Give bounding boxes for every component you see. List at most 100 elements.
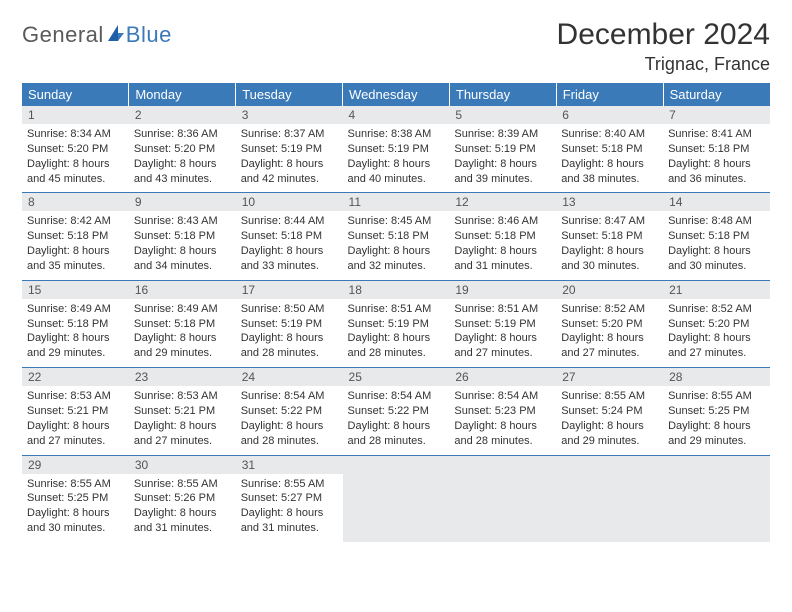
sunset-text: Sunset: 5:18 PM: [241, 229, 338, 244]
sunrise-text: Sunrise: 8:40 AM: [561, 127, 658, 142]
day-content-row: Sunrise: 8:34 AMSunset: 5:20 PMDaylight:…: [22, 124, 770, 193]
weekday-header: Friday: [556, 83, 663, 106]
daylight-text: Daylight: 8 hours: [241, 331, 338, 346]
logo-text-general: General: [22, 22, 104, 48]
daylight-text: Daylight: 8 hours: [241, 157, 338, 172]
day-content-row: Sunrise: 8:53 AMSunset: 5:21 PMDaylight:…: [22, 386, 770, 455]
day-cell: Sunrise: 8:36 AMSunset: 5:20 PMDaylight:…: [129, 124, 236, 193]
daylight-text: and 29 minutes.: [668, 434, 765, 449]
day-number: 26: [449, 368, 556, 387]
day-cell: Sunrise: 8:34 AMSunset: 5:20 PMDaylight:…: [22, 124, 129, 193]
day-number: [663, 455, 770, 474]
daylight-text: and 30 minutes.: [668, 259, 765, 274]
sunset-text: Sunset: 5:25 PM: [668, 404, 765, 419]
sunset-text: Sunset: 5:19 PM: [454, 142, 551, 157]
sunset-text: Sunset: 5:18 PM: [668, 142, 765, 157]
day-cell: Sunrise: 8:40 AMSunset: 5:18 PMDaylight:…: [556, 124, 663, 193]
sunrise-text: Sunrise: 8:54 AM: [454, 389, 551, 404]
day-content-row: Sunrise: 8:42 AMSunset: 5:18 PMDaylight:…: [22, 211, 770, 280]
day-number: 15: [22, 280, 129, 299]
daylight-text: and 38 minutes.: [561, 172, 658, 187]
daylight-text: Daylight: 8 hours: [668, 419, 765, 434]
daylight-text: and 30 minutes.: [561, 259, 658, 274]
day-number: 5: [449, 106, 556, 124]
daylight-text: and 40 minutes.: [348, 172, 445, 187]
day-cell: Sunrise: 8:52 AMSunset: 5:20 PMDaylight:…: [556, 299, 663, 368]
day-cell: Sunrise: 8:49 AMSunset: 5:18 PMDaylight:…: [129, 299, 236, 368]
sunrise-text: Sunrise: 8:37 AM: [241, 127, 338, 142]
day-number: 29: [22, 455, 129, 474]
sunrise-text: Sunrise: 8:49 AM: [27, 302, 124, 317]
sunset-text: Sunset: 5:18 PM: [561, 142, 658, 157]
day-number-row: 22232425262728: [22, 368, 770, 387]
sunrise-text: Sunrise: 8:52 AM: [561, 302, 658, 317]
day-number: [449, 455, 556, 474]
sunrise-text: Sunrise: 8:48 AM: [668, 214, 765, 229]
day-number: [343, 455, 450, 474]
sunset-text: Sunset: 5:19 PM: [241, 317, 338, 332]
day-number: 19: [449, 280, 556, 299]
day-cell: Sunrise: 8:52 AMSunset: 5:20 PMDaylight:…: [663, 299, 770, 368]
month-title: December 2024: [557, 18, 770, 52]
day-number: 31: [236, 455, 343, 474]
day-cell: Sunrise: 8:42 AMSunset: 5:18 PMDaylight:…: [22, 211, 129, 280]
day-cell: [449, 474, 556, 542]
day-number: 8: [22, 193, 129, 212]
sunset-text: Sunset: 5:19 PM: [241, 142, 338, 157]
daylight-text: and 28 minutes.: [454, 434, 551, 449]
weekday-header-row: Sunday Monday Tuesday Wednesday Thursday…: [22, 83, 770, 106]
sunset-text: Sunset: 5:19 PM: [454, 317, 551, 332]
sunrise-text: Sunrise: 8:52 AM: [668, 302, 765, 317]
daylight-text: Daylight: 8 hours: [134, 331, 231, 346]
day-cell: Sunrise: 8:37 AMSunset: 5:19 PMDaylight:…: [236, 124, 343, 193]
day-number-row: 293031: [22, 455, 770, 474]
day-number: 6: [556, 106, 663, 124]
weekday-header: Wednesday: [343, 83, 450, 106]
daylight-text: and 31 minutes.: [241, 521, 338, 536]
sunset-text: Sunset: 5:27 PM: [241, 491, 338, 506]
sunrise-text: Sunrise: 8:41 AM: [668, 127, 765, 142]
sunset-text: Sunset: 5:19 PM: [348, 142, 445, 157]
header: General Blue December 2024 Trignac, Fran…: [22, 18, 770, 75]
day-cell: Sunrise: 8:53 AMSunset: 5:21 PMDaylight:…: [22, 386, 129, 455]
day-cell: Sunrise: 8:50 AMSunset: 5:19 PMDaylight:…: [236, 299, 343, 368]
daylight-text: Daylight: 8 hours: [348, 419, 445, 434]
day-cell: Sunrise: 8:55 AMSunset: 5:27 PMDaylight:…: [236, 474, 343, 542]
daylight-text: Daylight: 8 hours: [134, 419, 231, 434]
day-number: 30: [129, 455, 236, 474]
day-number: 27: [556, 368, 663, 387]
sunrise-text: Sunrise: 8:47 AM: [561, 214, 658, 229]
daylight-text: and 27 minutes.: [561, 346, 658, 361]
daylight-text: Daylight: 8 hours: [27, 244, 124, 259]
sunrise-text: Sunrise: 8:51 AM: [348, 302, 445, 317]
sunrise-text: Sunrise: 8:38 AM: [348, 127, 445, 142]
daylight-text: Daylight: 8 hours: [134, 506, 231, 521]
daylight-text: and 27 minutes.: [27, 434, 124, 449]
logo-text-blue: Blue: [126, 22, 172, 48]
day-cell: Sunrise: 8:39 AMSunset: 5:19 PMDaylight:…: [449, 124, 556, 193]
daylight-text: Daylight: 8 hours: [561, 331, 658, 346]
weekday-header: Sunday: [22, 83, 129, 106]
sunrise-text: Sunrise: 8:46 AM: [454, 214, 551, 229]
sunrise-text: Sunrise: 8:55 AM: [668, 389, 765, 404]
day-cell: Sunrise: 8:51 AMSunset: 5:19 PMDaylight:…: [449, 299, 556, 368]
sunset-text: Sunset: 5:26 PM: [134, 491, 231, 506]
daylight-text: Daylight: 8 hours: [668, 244, 765, 259]
sunset-text: Sunset: 5:20 PM: [134, 142, 231, 157]
daylight-text: Daylight: 8 hours: [134, 244, 231, 259]
day-number: 16: [129, 280, 236, 299]
day-cell: Sunrise: 8:55 AMSunset: 5:26 PMDaylight:…: [129, 474, 236, 542]
weekday-header: Monday: [129, 83, 236, 106]
sunrise-text: Sunrise: 8:55 AM: [134, 477, 231, 492]
day-number: 21: [663, 280, 770, 299]
daylight-text: Daylight: 8 hours: [348, 244, 445, 259]
daylight-text: Daylight: 8 hours: [454, 157, 551, 172]
day-number: 11: [343, 193, 450, 212]
sunrise-text: Sunrise: 8:45 AM: [348, 214, 445, 229]
sunrise-text: Sunrise: 8:53 AM: [134, 389, 231, 404]
daylight-text: Daylight: 8 hours: [134, 157, 231, 172]
daylight-text: and 28 minutes.: [348, 434, 445, 449]
sunrise-text: Sunrise: 8:44 AM: [241, 214, 338, 229]
day-cell: [556, 474, 663, 542]
day-cell: Sunrise: 8:55 AMSunset: 5:24 PMDaylight:…: [556, 386, 663, 455]
